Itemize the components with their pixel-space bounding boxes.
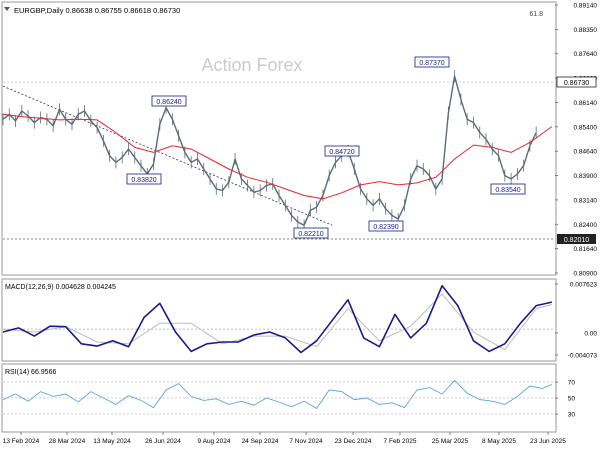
- last-price-value: 0.86730: [564, 80, 589, 87]
- moving-average-line: [2, 113, 553, 200]
- macd-line: [2, 284, 553, 354]
- annotation-box: [126, 173, 162, 185]
- price-tick-label: 0.88350: [574, 27, 598, 34]
- price-tick-label: 0.84640: [574, 149, 598, 156]
- annotation-box: [151, 95, 187, 107]
- price-tick-label: 0.89140: [574, 3, 598, 10]
- price-tick-label: 0.86140: [574, 100, 598, 107]
- macd-tick-label: 0.007623: [570, 282, 597, 289]
- macd-signal-line: [2, 293, 553, 351]
- price-tick-label: 0.85400: [574, 124, 598, 131]
- annotation-box: [414, 56, 450, 68]
- annotation-label: 0.83820: [131, 177, 156, 184]
- macd-panel-frame: [1, 278, 557, 362]
- annotation-0-84720: 0.84720: [324, 145, 360, 157]
- annotation-0-83820: 0.83820: [126, 173, 162, 185]
- rsi-plot: [2, 379, 553, 409]
- annotation-label: 0.86240: [156, 99, 181, 106]
- price-series-line: [2, 75, 537, 226]
- price-tick-label: 0.80900: [574, 271, 598, 278]
- macd-axis: 0.007623 0.00 -0.004073: [3, 282, 597, 360]
- annotation-box: [293, 227, 329, 239]
- fib-label: 61.8: [529, 11, 543, 18]
- x-tick-label: 7 Nov 2024: [289, 438, 323, 445]
- rsi-line: [2, 379, 553, 409]
- x-axis: 13 Feb 2024 28 Mar 2024 13 May 2024 26 Jun …: [3, 432, 566, 445]
- macd-title: MACD(12,26,9) 0.004628 0.004245: [5, 284, 116, 291]
- x-tick-label: 9 Aug 2024: [198, 438, 231, 445]
- annotation-label: 0.82390: [373, 224, 398, 231]
- annotation-0-83540: 0.83540: [490, 183, 526, 195]
- last-price-badge: 0.86730: [556, 76, 597, 88]
- annotation-label: 0.83540: [495, 187, 520, 194]
- annotation-0-82210: 0.82210: [293, 227, 329, 239]
- macd-plot: [2, 284, 553, 354]
- support-price-badge: 0.82010: [557, 234, 596, 244]
- price-panel-frame: [1, 1, 557, 276]
- price-tick-label: 0.83140: [574, 197, 598, 204]
- trendline: [2, 85, 333, 226]
- price-tick-label: 0.82400: [574, 222, 598, 229]
- macd-tick-label: -0.004073: [568, 353, 598, 360]
- price-plot: [2, 70, 553, 232]
- macd-tick-label: 0.00: [584, 331, 597, 338]
- price-axis: 0.891400.883500.876400.868900.861400.854…: [555, 3, 597, 278]
- x-tick-label: 23 Dec 2024: [335, 438, 372, 445]
- header-triangle-icon: [4, 7, 10, 11]
- rsi-tick-label: 70: [568, 380, 576, 387]
- rsi-title: RSI(14) 66.9566: [5, 369, 56, 376]
- x-tick-label: 26 Jun 2024: [145, 438, 181, 445]
- price-annotations: 0.86240 0.83820 0.84720 0.82210 0.82390 0.873…: [126, 56, 526, 239]
- annotation-box: [490, 183, 526, 195]
- rsi-tick-label: 50: [568, 396, 576, 403]
- support-price-value: 0.82010: [564, 237, 589, 244]
- annotation-label: 0.87370: [419, 60, 444, 67]
- x-tick-label: 13 Feb 2024: [3, 438, 40, 445]
- x-tick-label: 24 Sep 2024: [242, 438, 279, 445]
- chart-info: EURGBP,Daily 0.86638 0.86755 0.86618 0.8…: [14, 6, 180, 15]
- watermark: Action Forex: [201, 55, 302, 75]
- rsi-axis: 70 50 30: [3, 380, 575, 419]
- price-tick-label: 0.81640: [574, 246, 598, 253]
- x-tick-label: 13 May 2024: [93, 438, 131, 445]
- annotation-0-86240: 0.86240: [151, 95, 187, 107]
- x-tick-label: 25 Mar 2025: [432, 438, 469, 445]
- price-tick-label: 0.87640: [574, 51, 598, 58]
- x-tick-label: 7 Feb 2025: [384, 438, 417, 445]
- x-tick-label: 8 May 2025: [482, 438, 516, 445]
- annotation-label: 0.82210: [298, 231, 323, 238]
- x-tick-label: 23 Jun 2025: [530, 438, 566, 445]
- annotation-label: 0.84720: [329, 149, 354, 156]
- annotation-box: [324, 145, 360, 157]
- rsi-tick-label: 30: [568, 412, 576, 419]
- price-tick-label: 0.83900: [574, 173, 598, 180]
- annotation-0-82390: 0.82390: [368, 220, 404, 232]
- annotation-box: [368, 220, 404, 232]
- annotation-0-87370: 0.87370: [414, 56, 450, 68]
- x-tick-label: 28 Mar 2024: [49, 438, 86, 445]
